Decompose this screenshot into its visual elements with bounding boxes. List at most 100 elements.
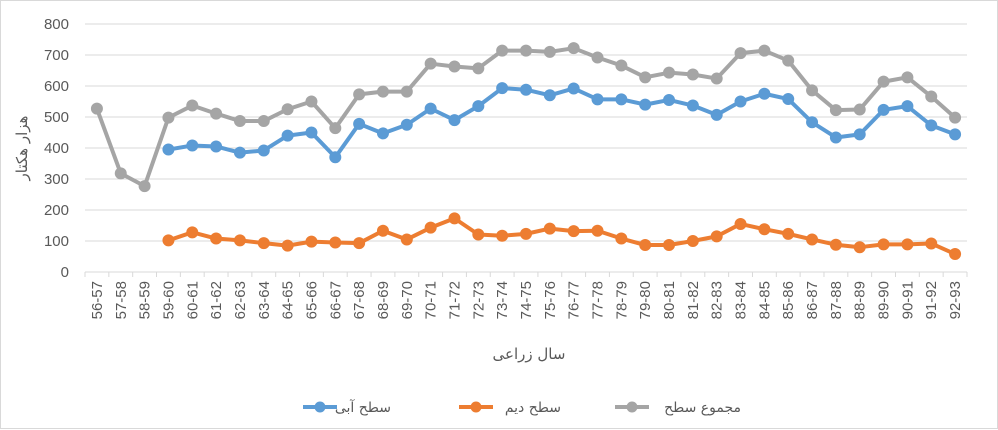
data-point	[329, 151, 342, 164]
data-point	[949, 111, 962, 124]
data-point	[472, 228, 485, 241]
data-point	[877, 103, 890, 116]
y-axis-title: هزار هکتار	[13, 115, 31, 181]
x-tick-label: 89-90	[876, 281, 893, 319]
y-tick-label: 600	[44, 78, 69, 95]
data-point	[877, 75, 890, 88]
data-point	[710, 230, 723, 243]
x-tick-label: 86-87	[804, 281, 821, 319]
data-point	[829, 238, 842, 251]
data-point	[472, 100, 485, 113]
x-tick-label: 90-91	[899, 281, 916, 319]
data-point	[114, 167, 127, 180]
x-tick-label: 58-59	[137, 281, 154, 319]
data-point	[901, 71, 914, 84]
data-point	[186, 226, 199, 239]
data-point	[353, 117, 366, 130]
data-point	[329, 122, 342, 135]
data-point	[376, 85, 389, 98]
x-axis	[84, 271, 968, 277]
data-point	[806, 116, 819, 129]
data-point	[853, 241, 866, 254]
data-point	[162, 143, 175, 156]
data-point	[806, 233, 819, 246]
data-point	[615, 59, 628, 72]
data-point	[281, 129, 294, 142]
x-tick-label: 71-72	[446, 281, 463, 319]
data-point	[853, 128, 866, 141]
y-tick-label: 800	[44, 16, 69, 33]
x-tick-label: 70-71	[423, 281, 440, 319]
series-line	[166, 86, 958, 160]
x-tick-label: 75-76	[542, 281, 559, 319]
x-tick-label: 63-64	[256, 281, 273, 319]
x-axis-ticks: 56-57 57-58 58-59 59-60 60-61 61-62 62-63 63-64…	[89, 281, 964, 319]
data-point	[520, 83, 532, 96]
data-point	[233, 146, 246, 159]
y-tick-label: 300	[44, 171, 69, 188]
x-tick-label: 74-75	[518, 281, 535, 319]
data-point	[615, 93, 628, 106]
data-point	[400, 118, 413, 131]
data-point	[925, 119, 938, 132]
x-tick-label: 62-63	[232, 281, 249, 319]
x-tick-label: 59-60	[160, 281, 177, 319]
data-point	[734, 47, 747, 60]
x-tick-label: 78-79	[613, 281, 630, 319]
data-point	[877, 238, 890, 251]
legend-label: سطح آبی	[335, 399, 391, 416]
data-point	[567, 82, 580, 95]
legend: سطح آبی سطح دیم مجموع سطح	[303, 399, 741, 416]
x-tick-label: 69-70	[399, 281, 416, 319]
x-tick-label: 56-57	[89, 281, 106, 319]
data-point	[782, 227, 795, 240]
data-point	[663, 239, 676, 252]
data-point	[210, 107, 223, 120]
x-tick-label: 79-80	[637, 281, 654, 319]
data-point	[543, 222, 556, 235]
data-point	[233, 115, 246, 128]
series-group	[90, 42, 962, 261]
data-point	[686, 235, 699, 247]
data-point	[376, 224, 389, 237]
series-line	[166, 216, 958, 257]
data-point	[353, 88, 366, 101]
data-point	[305, 235, 318, 248]
data-point	[186, 139, 199, 152]
y-tick-label: 500	[44, 109, 69, 126]
x-tick-label: 73-74	[494, 281, 511, 319]
x-tick-label: 85-86	[780, 281, 797, 319]
data-point	[448, 60, 461, 73]
data-point	[257, 237, 270, 250]
data-point	[686, 99, 699, 112]
data-point	[257, 144, 270, 157]
x-tick-label: 81-82	[685, 281, 702, 319]
data-point	[400, 85, 413, 98]
y-tick-label: 400	[44, 140, 69, 157]
data-point	[710, 72, 723, 85]
data-point	[281, 103, 294, 116]
data-point	[400, 233, 413, 246]
x-tick-label: 72-73	[470, 281, 487, 319]
data-point	[496, 82, 509, 95]
data-point	[782, 54, 795, 67]
data-point	[448, 114, 461, 127]
data-point	[162, 234, 175, 247]
data-point	[829, 104, 842, 117]
data-point	[233, 234, 246, 247]
x-axis-title: سال زراعی	[493, 345, 566, 363]
data-point	[901, 238, 914, 251]
x-tick-label: 88-89	[852, 281, 869, 319]
data-point	[210, 140, 223, 153]
data-point	[281, 239, 294, 252]
x-tick-label: 80-81	[661, 281, 678, 319]
legend-label: سطح دیم	[505, 400, 561, 416]
data-point	[138, 180, 151, 193]
data-point	[520, 44, 532, 57]
data-point	[424, 57, 437, 70]
data-point	[663, 93, 676, 106]
data-point	[186, 99, 199, 112]
x-tick-label: 77-78	[590, 281, 607, 319]
